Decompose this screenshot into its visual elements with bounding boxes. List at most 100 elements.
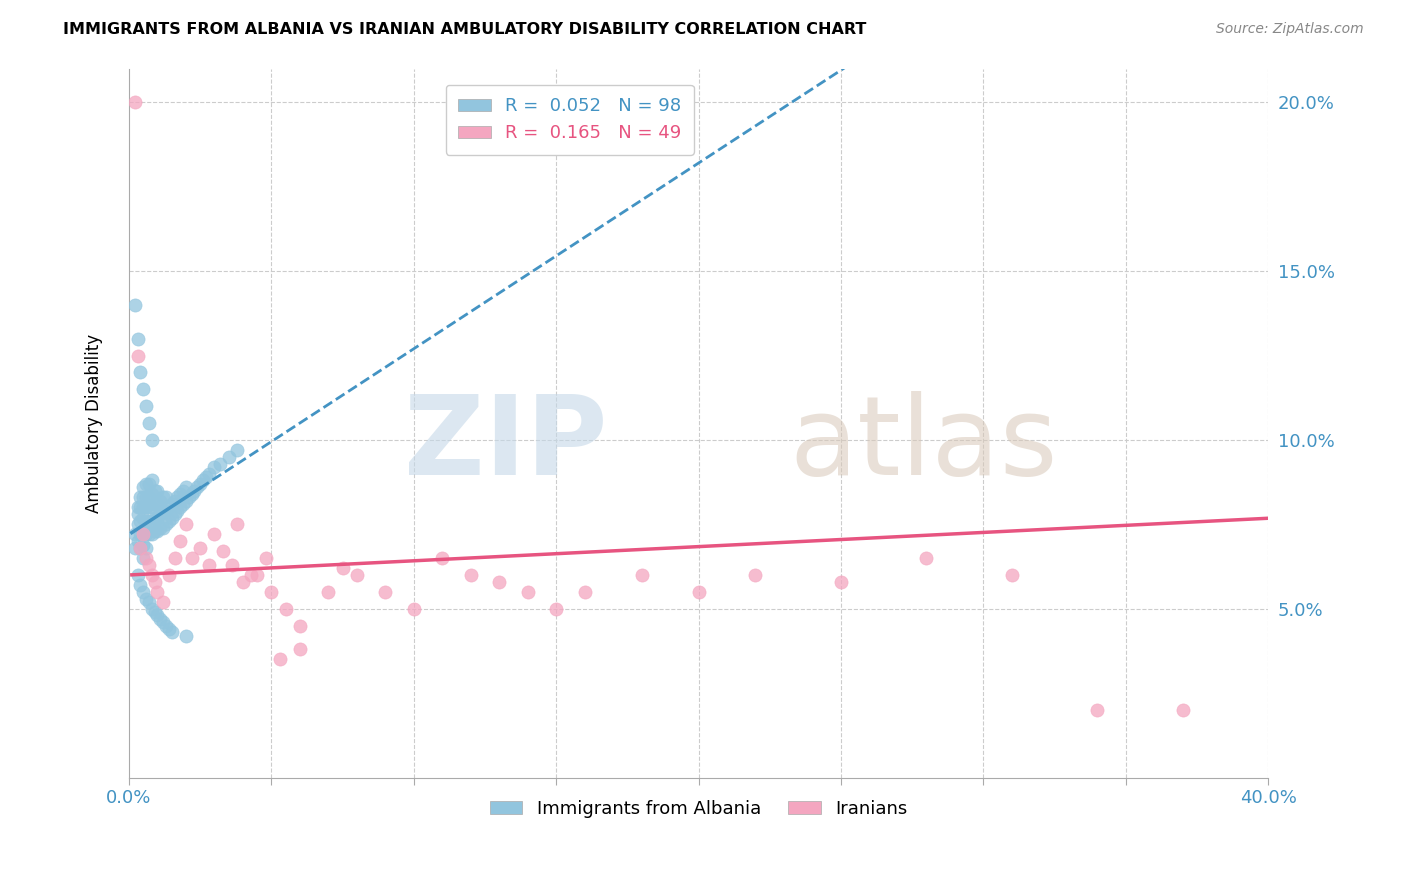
Point [1001, 568, 1024, 582]
Point [127, 507, 149, 521]
Point [152, 521, 174, 535]
Point [127, 500, 149, 515]
Point [143, 510, 166, 524]
Point [174, 629, 197, 643]
Point [157, 500, 180, 515]
Point [135, 476, 157, 491]
Point [129, 578, 152, 592]
Point [143, 605, 166, 619]
Point [124, 298, 146, 312]
Point [204, 459, 226, 474]
Point [135, 591, 157, 606]
Point [141, 514, 163, 528]
Point [132, 491, 155, 505]
Point [204, 527, 226, 541]
Point [157, 514, 180, 528]
Point [141, 568, 163, 582]
Point [160, 510, 183, 524]
Point [516, 585, 538, 599]
Point [135, 514, 157, 528]
Point [346, 568, 368, 582]
Point [174, 480, 197, 494]
Point [138, 558, 160, 572]
Point [218, 450, 240, 464]
Point [129, 541, 152, 555]
Point [172, 483, 194, 498]
Point [146, 497, 169, 511]
Point [188, 541, 211, 555]
Point [141, 433, 163, 447]
Point [155, 504, 177, 518]
Point [166, 491, 188, 505]
Point [169, 500, 191, 515]
Point [132, 585, 155, 599]
Point [1171, 703, 1194, 717]
Point [132, 480, 155, 494]
Point [155, 517, 177, 532]
Point [141, 601, 163, 615]
Point [688, 585, 710, 599]
Point [172, 497, 194, 511]
Point [163, 507, 186, 521]
Point [135, 527, 157, 541]
Point [169, 534, 191, 549]
Point [274, 601, 297, 615]
Point [129, 541, 152, 555]
Point [143, 497, 166, 511]
Point [135, 500, 157, 515]
Point [269, 652, 291, 666]
Point [830, 574, 852, 589]
Point [163, 493, 186, 508]
Point [160, 625, 183, 640]
Point [432, 551, 454, 566]
Point [143, 483, 166, 498]
Point [135, 551, 157, 566]
Point [146, 608, 169, 623]
Point [177, 491, 200, 505]
Point [630, 568, 652, 582]
Point [141, 487, 163, 501]
Point [146, 585, 169, 599]
Point [132, 500, 155, 515]
Point [138, 595, 160, 609]
Y-axis label: Ambulatory Disability: Ambulatory Disability [86, 334, 103, 513]
Point [124, 95, 146, 110]
Point [138, 416, 160, 430]
Point [254, 551, 277, 566]
Point [127, 332, 149, 346]
Point [240, 568, 263, 582]
Point [191, 474, 214, 488]
Point [127, 349, 149, 363]
Text: Source: ZipAtlas.com: Source: ZipAtlas.com [1216, 22, 1364, 37]
Point [197, 558, 219, 572]
Point [197, 467, 219, 481]
Point [163, 551, 186, 566]
Point [141, 527, 163, 541]
Point [221, 558, 243, 572]
Point [318, 585, 340, 599]
Point [132, 527, 155, 541]
Point [132, 538, 155, 552]
Point [152, 615, 174, 630]
Point [146, 510, 169, 524]
Point [129, 500, 152, 515]
Point [169, 487, 191, 501]
Point [402, 601, 425, 615]
Point [288, 618, 311, 632]
Point [149, 612, 172, 626]
Point [157, 568, 180, 582]
Point [152, 595, 174, 609]
Point [127, 517, 149, 532]
Point [132, 551, 155, 566]
Point [135, 491, 157, 505]
Point [143, 524, 166, 538]
Point [127, 568, 149, 582]
Point [374, 585, 396, 599]
Point [188, 476, 211, 491]
Point [194, 470, 217, 484]
Point [129, 527, 152, 541]
Point [138, 476, 160, 491]
Point [132, 524, 155, 538]
Point [141, 474, 163, 488]
Point [174, 517, 197, 532]
